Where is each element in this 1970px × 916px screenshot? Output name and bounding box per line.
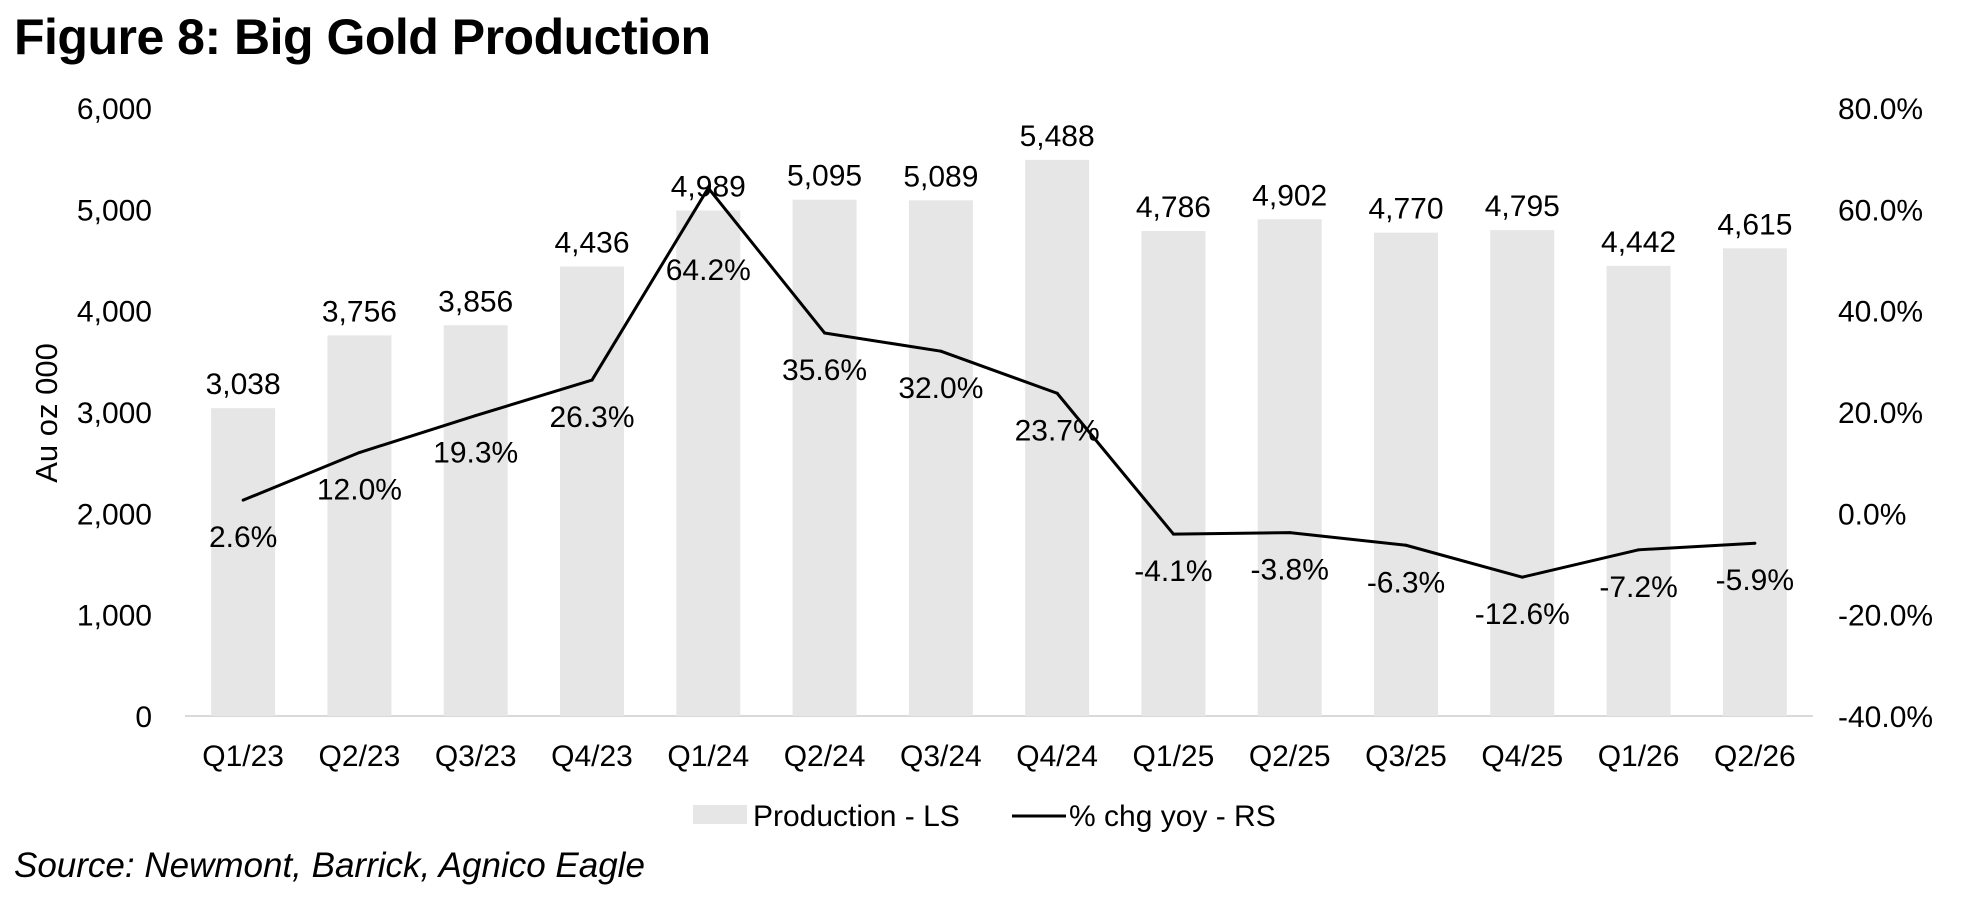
y-axis-label: Au oz 000 [29, 343, 64, 483]
legend-label-yoy: % chg yoy - RS [1069, 800, 1276, 833]
yoy-point [823, 331, 827, 335]
production-data-label: 4,786 [1136, 191, 1211, 224]
yoy-point [1288, 531, 1292, 535]
production-bar [443, 325, 508, 716]
production-bar [327, 335, 392, 716]
yoy-data-label: 12.0% [317, 474, 402, 507]
x-tick-label: Q3/24 [900, 740, 982, 773]
yoy-change-line [242, 186, 1755, 579]
x-tick-label: Q2/23 [319, 740, 401, 773]
x-tick-label: Q2/26 [1714, 740, 1796, 773]
production-data-label: 3,038 [206, 368, 281, 401]
yoy-point [1637, 548, 1641, 552]
production-data-label: 4,436 [554, 226, 629, 259]
y-tick-label-left: 3,000 [77, 397, 152, 430]
production-bar [211, 408, 276, 716]
yoy-data-label: 32.0% [898, 372, 983, 405]
production-bar [792, 199, 857, 716]
x-tick-label: Q4/24 [1016, 740, 1098, 773]
production-bar [908, 200, 973, 716]
yoy-data-label: -3.8% [1251, 554, 1329, 587]
y-tick-label-left: 5,000 [77, 194, 152, 227]
yoy-point [1753, 541, 1757, 545]
production-data-label: 3,856 [438, 285, 513, 318]
source-note: Source: Newmont, Barrick, Agnico Eagle [14, 846, 645, 885]
x-tick-label: Q2/25 [1249, 740, 1331, 773]
y-tick-label-right: 0.0% [1838, 498, 1906, 531]
x-tick-label: Q1/23 [202, 740, 284, 773]
yoy-data-label: 19.3% [433, 437, 518, 470]
x-tick-label: Q3/25 [1365, 740, 1447, 773]
production-bar [1606, 265, 1671, 716]
yoy-data-label: 26.3% [549, 401, 634, 434]
production-bar [1722, 248, 1787, 716]
production-data-label: 5,089 [903, 160, 978, 193]
x-tick-label: Q1/24 [667, 740, 749, 773]
yoy-data-label: -6.3% [1367, 566, 1445, 599]
y-tick-label-right: 20.0% [1838, 397, 1923, 430]
chart-title: Figure 8: Big Gold Production [14, 9, 711, 65]
production-bar [560, 266, 624, 716]
yoy-data-label: 35.6% [782, 354, 867, 387]
production-data-label: 5,095 [787, 160, 862, 193]
production-data-label: 4,902 [1252, 179, 1327, 212]
y-tick-label-right: 80.0% [1838, 93, 1923, 126]
production-data-label: 5,488 [1020, 120, 1095, 153]
y-tick-label-left: 6,000 [77, 93, 152, 126]
x-tick-label: Q2/24 [784, 740, 866, 773]
yoy-point [357, 451, 361, 455]
y-tick-label-left: 0 [135, 701, 152, 734]
x-tick-label: Q3/23 [435, 740, 517, 773]
x-tick-label: Q4/25 [1481, 740, 1563, 773]
yoy-data-label: -7.2% [1599, 571, 1677, 604]
production-data-label: 4,615 [1717, 208, 1792, 241]
yoy-point [474, 414, 478, 418]
yoy-point [1055, 391, 1059, 395]
production-bar [1025, 159, 1090, 716]
y-tick-label-right: -40.0% [1838, 701, 1933, 734]
yoy-data-label: 23.7% [1015, 414, 1100, 447]
y-tick-label-left: 4,000 [77, 296, 152, 329]
yoy-point [1171, 532, 1175, 536]
production-bar [1257, 219, 1322, 716]
y-tick-label-right: -20.0% [1838, 600, 1933, 633]
x-tick-label: Q1/26 [1598, 740, 1680, 773]
y-tick-label-left: 2,000 [77, 498, 152, 531]
legend-swatch-production [693, 805, 747, 824]
yoy-point [939, 349, 943, 353]
yoy-point [1520, 575, 1524, 579]
yoy-data-label: -12.6% [1475, 598, 1570, 631]
production-data-label: 4,770 [1368, 193, 1443, 226]
production-data-label: 3,756 [322, 295, 397, 328]
production-bar [1141, 231, 1206, 716]
yoy-data-label: -5.9% [1716, 564, 1794, 597]
y-tick-label-right: 60.0% [1838, 194, 1923, 227]
x-tick-label: Q4/23 [551, 740, 633, 773]
production-bar [676, 210, 741, 716]
production-bar [1374, 232, 1438, 716]
production-bar [1490, 230, 1555, 716]
production-data-label: 4,989 [671, 170, 746, 203]
yoy-data-label: 2.6% [209, 521, 277, 554]
yoy-point [241, 498, 245, 502]
yoy-point [706, 186, 710, 190]
production-data-label: 4,442 [1601, 226, 1676, 259]
x-tick-label: Q1/25 [1133, 740, 1215, 773]
yoy-point [590, 378, 594, 382]
y-tick-label-right: 40.0% [1838, 296, 1923, 329]
production-data-label: 4,795 [1485, 190, 1560, 223]
yoy-data-label: -4.1% [1134, 555, 1212, 588]
yoy-data-label: 64.2% [666, 254, 751, 287]
yoy-point [1404, 543, 1408, 547]
y-tick-label-left: 1,000 [77, 600, 152, 633]
legend-label-production: Production - LS [753, 800, 960, 833]
